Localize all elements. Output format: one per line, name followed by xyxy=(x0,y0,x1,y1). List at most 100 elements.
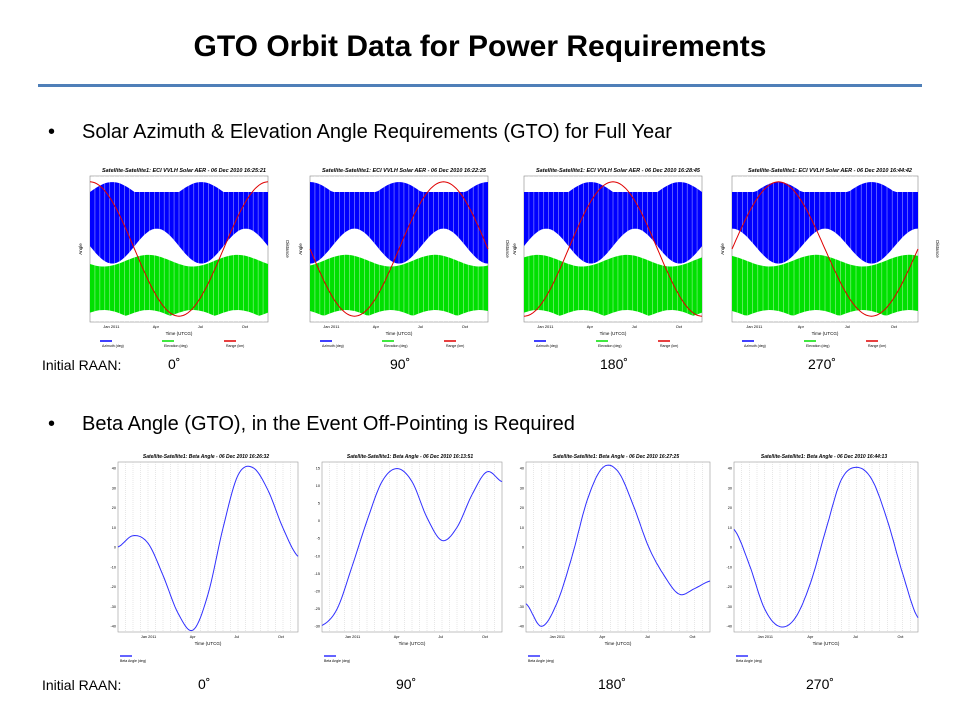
x-tick-label: Apr xyxy=(394,635,401,639)
y-tick-label: -15 xyxy=(315,572,321,576)
chart-title: Satellite-Satellite1: ECI VVLH Solar AER… xyxy=(748,168,912,174)
x-tick-label: Jul xyxy=(198,324,203,329)
y-tick-label: -10 xyxy=(315,554,321,558)
raan-value-180: 180˚ xyxy=(600,356,629,372)
y-tick-label: -30 xyxy=(315,625,321,629)
legend-label: Elevation (deg) xyxy=(806,344,830,348)
legend-label: Beta Angle (deg) xyxy=(736,659,762,663)
x-tick-label: Oct xyxy=(482,635,489,639)
chart-title: Satellite-Satellite1: Beta Angle - 06 De… xyxy=(143,454,269,460)
y-tick-label: 30 xyxy=(112,486,116,490)
y-axis-label: Angle xyxy=(78,243,83,255)
y-tick-label: 10 xyxy=(728,526,732,530)
x-tick-label: Apr xyxy=(798,324,805,329)
y-tick-label: -20 xyxy=(727,585,733,589)
x-tick-label: Jul xyxy=(418,324,423,329)
y-tick-label: 15 xyxy=(316,467,320,471)
aer-chart-2: Satellite-Satellite1: ECI VVLH Solar AER… xyxy=(512,164,724,349)
x-tick-label: Oct xyxy=(690,635,697,639)
x-axis-label: Time (UTCG) xyxy=(195,641,222,646)
legend-label: Beta Angle (deg) xyxy=(120,659,146,663)
x-tick-label: Jan 2011 xyxy=(746,324,763,329)
legend-label: Elevation (deg) xyxy=(384,344,408,348)
legend-label: Range (km) xyxy=(226,344,244,348)
legend-label: Elevation (deg) xyxy=(164,344,188,348)
y-tick-label: -20 xyxy=(111,585,117,589)
bullet-dot: • xyxy=(48,413,56,435)
x-tick-label: Apr xyxy=(599,635,606,639)
y-tick-label: 20 xyxy=(112,506,116,510)
x-axis-label: Time (UTCG) xyxy=(386,331,413,336)
y-tick-label: 10 xyxy=(316,484,320,488)
raan-value-270: 270˚ xyxy=(808,356,837,372)
chart-title: Satellite-Satellite1: Beta Angle - 06 De… xyxy=(761,454,887,460)
x-tick-label: Jul xyxy=(845,324,850,329)
x-tick-label: Apr xyxy=(190,635,197,639)
beta-chart-3: Satellite-Satellite1: Beta Angle - 06 De… xyxy=(724,452,924,667)
x-tick-label: Jan 2011 xyxy=(103,324,120,329)
title-divider xyxy=(38,84,922,87)
x-axis-label: Time (UTCG) xyxy=(813,641,840,646)
range-line xyxy=(731,181,919,317)
raan-label-top: Initial RAAN: xyxy=(42,357,122,373)
x-tick-label: Jan 2011 xyxy=(550,635,565,639)
x-tick-label: Jul xyxy=(234,635,239,639)
y-tick-label: -5 xyxy=(317,537,320,541)
y-tick-label: 40 xyxy=(520,467,524,471)
y-tick-label: 30 xyxy=(520,486,524,490)
y-tick-label: 0 xyxy=(522,546,524,550)
chart-title: Satellite-Satellite1: Beta Angle - 06 De… xyxy=(347,454,473,460)
x-tick-label: Jul xyxy=(645,635,650,639)
y-axis-label: Angle xyxy=(720,243,725,255)
x-tick-label: Oct xyxy=(676,324,683,329)
legend-label: Azimuth (deg) xyxy=(102,344,124,348)
y-tick-label: 40 xyxy=(112,467,116,471)
y-tick-label: 0 xyxy=(318,519,320,523)
x-axis-label: Time (UTCG) xyxy=(600,331,627,336)
raan-value-0: 0˚ xyxy=(168,356,181,372)
x-axis-label: Time (UTCG) xyxy=(812,331,839,336)
slide-title: GTO Orbit Data for Power Requirements xyxy=(193,30,767,63)
x-tick-label: Jan 2011 xyxy=(141,635,156,639)
y-tick-label: -30 xyxy=(111,605,117,609)
y-tick-label: -10 xyxy=(111,565,117,569)
legend-label: Azimuth (deg) xyxy=(322,344,344,348)
y-tick-label: -10 xyxy=(519,565,525,569)
y-tick-label: -30 xyxy=(519,605,525,609)
beta-chart-0: Satellite-Satellite1: Beta Angle - 06 De… xyxy=(108,452,304,667)
aer-chart-1: Satellite-Satellite1: ECI VVLH Solar AER… xyxy=(298,164,510,349)
bullet-text: Solar Azimuth & Elevation Angle Requirem… xyxy=(82,121,672,143)
x-tick-label: Jul xyxy=(853,635,858,639)
y2-axis-label: Distance xyxy=(505,240,510,258)
legend-label: Elevation (deg) xyxy=(598,344,622,348)
bullet-text: Beta Angle (GTO), in the Event Off-Point… xyxy=(82,413,575,435)
y-tick-label: 30 xyxy=(728,486,732,490)
x-tick-label: Jul xyxy=(632,324,637,329)
y-tick-label: 10 xyxy=(112,526,116,530)
y2-axis-label: Distance xyxy=(285,240,290,258)
y-axis-label: Angle xyxy=(298,243,303,255)
range-line xyxy=(309,181,489,317)
x-tick-label: Apr xyxy=(587,324,594,329)
legend-label: Range (km) xyxy=(868,344,886,348)
y2-axis-label: Distance xyxy=(935,240,940,258)
x-axis-label: Time (UTCG) xyxy=(166,331,193,336)
x-tick-label: Apr xyxy=(807,635,814,639)
x-tick-label: Jan 2011 xyxy=(537,324,554,329)
y-tick-label: 20 xyxy=(520,506,524,510)
y-tick-label: 0 xyxy=(114,546,116,550)
raan-value-180: 180˚ xyxy=(598,676,627,692)
y-tick-label: -30 xyxy=(727,605,733,609)
raan-value-270: 270˚ xyxy=(806,676,835,692)
x-tick-label: Oct xyxy=(242,324,249,329)
y-tick-label: -40 xyxy=(111,625,117,629)
beta-chart-2: Satellite-Satellite1: Beta Angle - 06 De… xyxy=(516,452,716,667)
x-axis-label: Time (UTCG) xyxy=(605,641,632,646)
beta-chart-1: Satellite-Satellite1: Beta Angle - 06 De… xyxy=(312,452,508,667)
range-line xyxy=(89,181,269,317)
bullet-dot: • xyxy=(48,121,56,143)
x-tick-label: Oct xyxy=(278,635,285,639)
legend-label: Range (km) xyxy=(660,344,678,348)
chart-title: Satellite-Satellite1: ECI VVLH Solar AER… xyxy=(322,168,487,174)
y-tick-label: 5 xyxy=(318,502,320,506)
